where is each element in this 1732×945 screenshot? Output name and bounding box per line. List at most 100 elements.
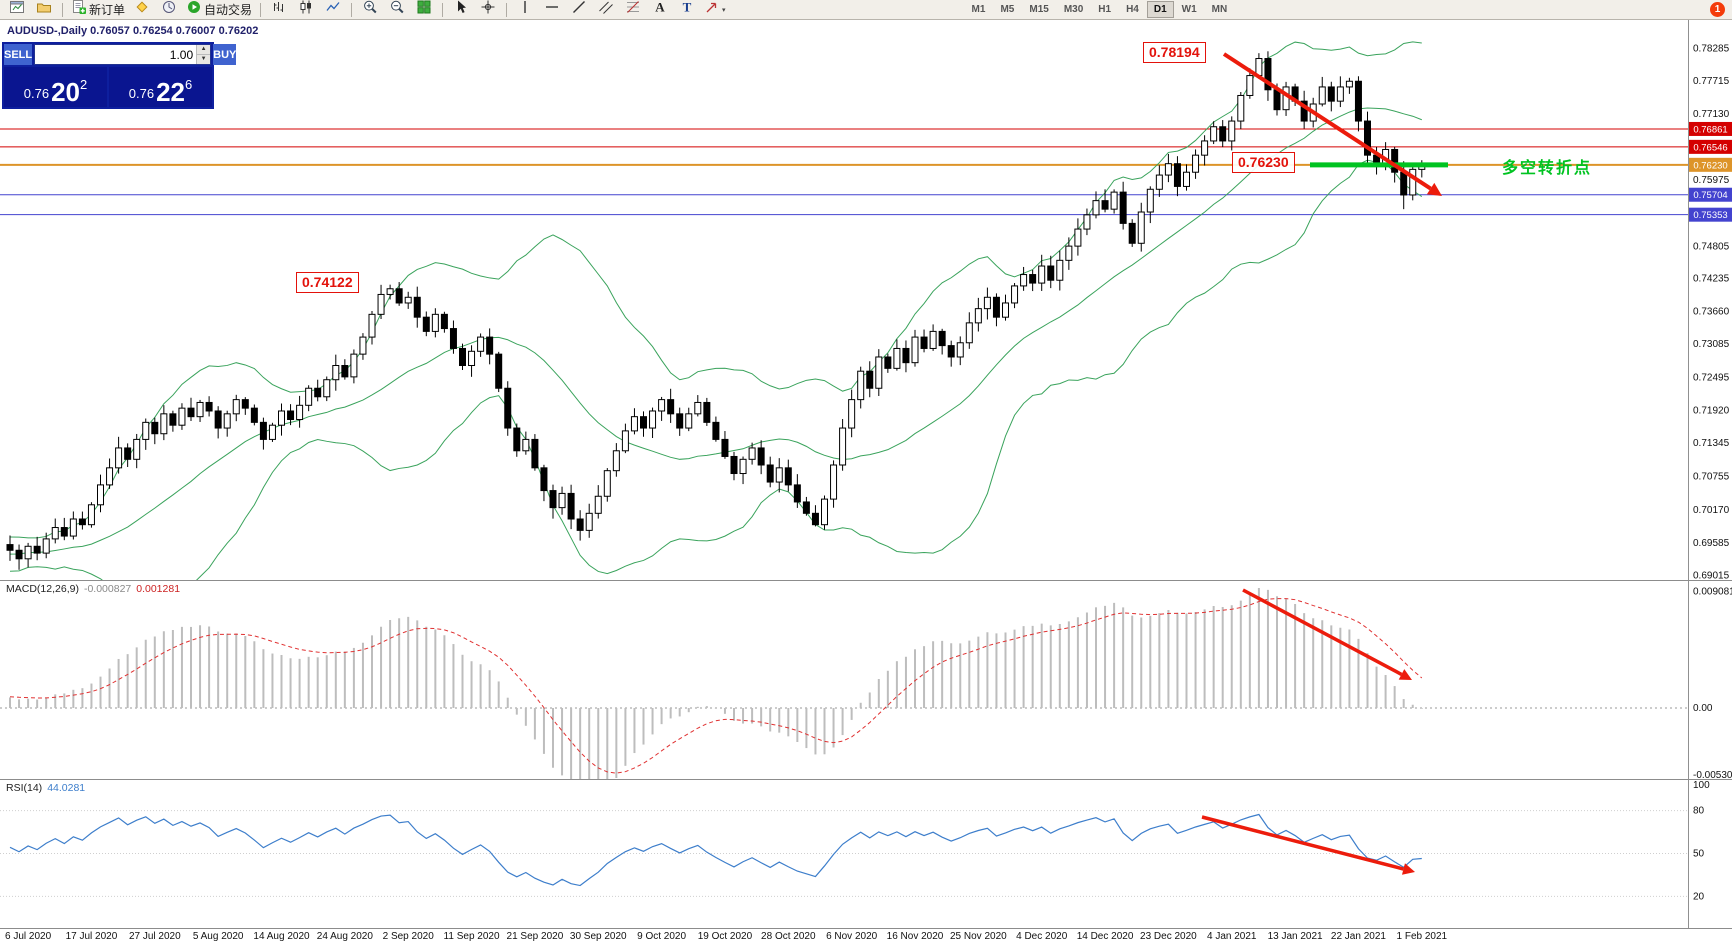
price-tag-september-peak[interactable]: 0.74122 [296, 272, 359, 293]
text-button[interactable]: A [647, 0, 673, 20]
profiles-button[interactable] [31, 0, 57, 20]
volume-input[interactable] [35, 45, 197, 64]
svg-text:100: 100 [1693, 780, 1710, 791]
text-label-button[interactable]: T [674, 0, 700, 20]
svg-text:0.00: 0.00 [1693, 703, 1713, 714]
timeframe-M1[interactable]: M1 [971, 4, 986, 15]
svg-text:0.78285: 0.78285 [1693, 44, 1730, 55]
date-label: 28 Oct 2020 [761, 931, 816, 942]
trendline-button[interactable] [566, 0, 592, 20]
trend-arrow-macd[interactable] [1242, 588, 1412, 680]
line-chart-icon [325, 0, 341, 20]
volume-down-button[interactable]: ▼ [197, 55, 211, 64]
autotrading-icon [186, 0, 202, 20]
timeframe-D1[interactable]: D1 [1146, 1, 1174, 18]
autotrading-label: 自动交易 [204, 3, 253, 17]
svg-text:-0.005306: -0.005306 [1693, 770, 1732, 779]
date-label: 6 Jul 2020 [5, 931, 52, 942]
svg-text:0.74235: 0.74235 [1693, 274, 1730, 285]
date-label: 9 Oct 2020 [637, 931, 687, 942]
candlestick-chart-icon [298, 0, 314, 20]
channel-button[interactable] [593, 0, 619, 20]
date-label: 23 Dec 2020 [1140, 931, 1197, 942]
new-order-button[interactable]: 新订单 [68, 0, 128, 20]
price-tag-pivot[interactable]: 0.76230 [1232, 152, 1295, 173]
svg-text:0.71920: 0.71920 [1693, 405, 1730, 416]
tile-windows-button[interactable] [411, 0, 437, 20]
price-tag-peak[interactable]: 0.78194 [1143, 42, 1206, 63]
timeframe-MN[interactable]: MN [1211, 4, 1228, 15]
rsi-levels [0, 810, 1688, 897]
rsi-scale[interactable]: 100 80 50 20 [1688, 779, 1711, 928]
new-chart-button[interactable] [4, 0, 30, 20]
bar-chart-button[interactable] [266, 0, 292, 20]
timeframe-M15[interactable]: M15 [1029, 4, 1049, 15]
bollinger-bands [9, 41, 1423, 580]
indicators-diamond-icon [134, 0, 150, 20]
svg-text:0.73085: 0.73085 [1693, 339, 1730, 350]
indicators-diamond-button[interactable] [129, 0, 155, 20]
crosshair-button[interactable] [475, 0, 501, 20]
arrow-objects-icon [704, 0, 720, 20]
buy-button[interactable]: BUY [213, 44, 237, 65]
timeframe-M5[interactable]: M5 [1000, 4, 1015, 15]
new-order-icon [71, 0, 87, 20]
volume-up-button[interactable]: ▲ [197, 45, 211, 55]
sell-price-pips: 20 [51, 77, 80, 107]
cursor-button[interactable] [448, 0, 474, 20]
date-label: 4 Dec 2020 [1016, 931, 1068, 942]
autotrading-button[interactable]: 自动交易 [183, 0, 255, 20]
timeframe-H1[interactable]: H1 [1098, 4, 1112, 15]
vertical-line-icon [517, 0, 533, 20]
depth-of-market-button[interactable] [156, 0, 182, 20]
pivot-note-text[interactable]: 多空转折点 [1502, 160, 1593, 177]
notification-badge[interactable]: 1 [1710, 2, 1725, 17]
arrow-objects-button[interactable]: ▾ [701, 0, 729, 20]
svg-text:0.75975: 0.75975 [1693, 175, 1730, 186]
date-label: 2 Sep 2020 [382, 931, 434, 942]
zoom-out-button[interactable] [384, 0, 410, 20]
macd-histogram [9, 588, 1423, 779]
macd-panel[interactable]: 0.009081 0.00 -0.005306 [0, 580, 1732, 779]
timeframe-H4[interactable]: H4 [1126, 4, 1139, 15]
macd-scale[interactable]: 0.009081 0.00 -0.005306 [1688, 580, 1732, 779]
rsi-panel[interactable]: 100 80 50 20 [0, 779, 1732, 928]
date-label: 13 Jan 2021 [1267, 931, 1323, 942]
candlestick-chart-button[interactable] [293, 0, 319, 20]
date-label: 4 Jan 2021 [1207, 931, 1257, 942]
main-price-chart[interactable]: 0.78285 0.77715 0.77130 0.75975 0.74805 0.742… [0, 20, 1732, 580]
time-scale[interactable]: 6 Jul 2020 17 Jul 2020 27 Jul 2020 5 Aug 20… [0, 928, 1732, 945]
trend-arrow-main[interactable] [1222, 52, 1442, 196]
main-toolbar: 新订单 自动交易 A T ▾ M1 M5 M15 M30 H1 H4 D1 W1 MN 1 [0, 0, 1732, 20]
date-label: 11 Sep 2020 [443, 931, 500, 942]
sell-price-button[interactable]: 0.76 20 2 [4, 67, 107, 107]
macd-title: MACD(12,26,9) [6, 583, 79, 595]
timeframe-toolbar: M1 M5 M15 M30 H1 H4 D1 W1 MN [965, 1, 1235, 18]
date-label: 21 Sep 2020 [506, 931, 564, 942]
timeframe-W1[interactable]: W1 [1181, 4, 1197, 15]
svg-text:20: 20 [1693, 891, 1705, 902]
svg-text:0.70755: 0.70755 [1693, 472, 1730, 483]
vertical-line-button[interactable] [512, 0, 538, 20]
svg-text:0.70170: 0.70170 [1693, 505, 1730, 516]
date-label: 27 Jul 2020 [128, 931, 181, 942]
toolbar-separator [62, 2, 63, 17]
rsi-title: RSI(14) [6, 782, 43, 794]
zoom-in-button[interactable] [357, 0, 383, 20]
trend-arrow-rsi[interactable] [1201, 815, 1415, 875]
toolbar-separator [506, 2, 508, 17]
buy-price-button[interactable]: 0.76 22 6 [109, 67, 212, 107]
date-label: 25 Nov 2020 [949, 931, 1007, 942]
sell-button[interactable]: SELL [4, 44, 33, 65]
line-chart-button[interactable] [320, 0, 346, 20]
price-scale[interactable]: 0.78285 0.77715 0.77130 0.75975 0.74805 0.742… [1688, 20, 1732, 580]
horizontal-lines[interactable] [0, 128, 1688, 216]
fibonacci-button[interactable] [620, 0, 646, 20]
date-label: 30 Sep 2020 [569, 931, 627, 942]
svg-text:0.76861: 0.76861 [1693, 124, 1727, 135]
horizontal-line-button[interactable] [539, 0, 565, 20]
rsi-header: RSI(14) 44.0281 [6, 782, 85, 794]
date-label: 6 Nov 2020 [826, 931, 878, 942]
svg-text:0.71345: 0.71345 [1693, 438, 1730, 449]
timeframe-M30[interactable]: M30 [1063, 4, 1084, 15]
